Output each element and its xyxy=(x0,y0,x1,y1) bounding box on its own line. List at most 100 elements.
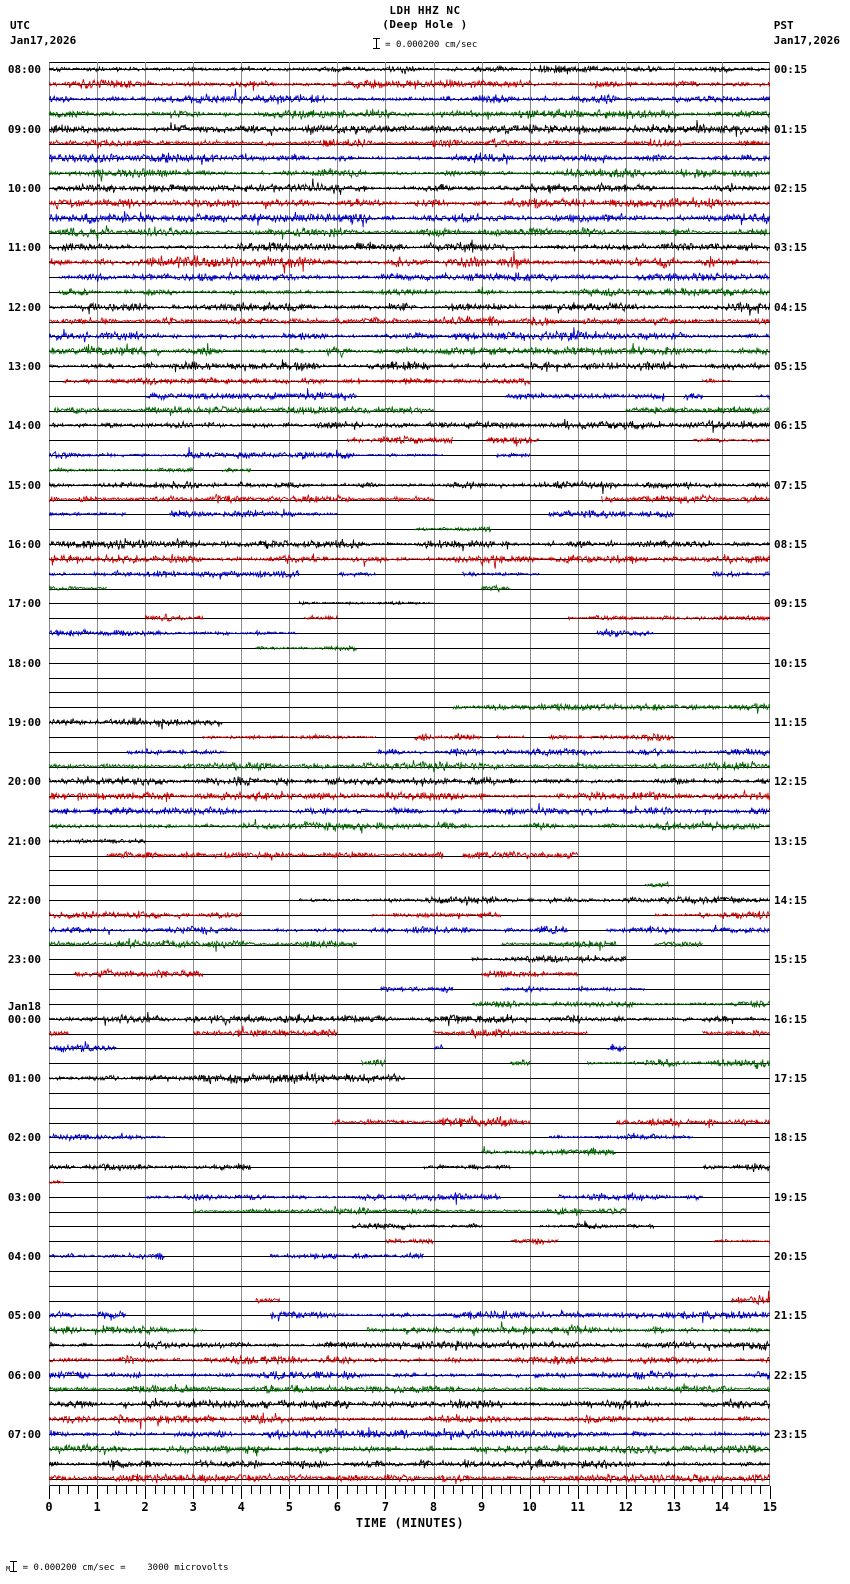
seismic-trace xyxy=(49,500,770,528)
footer-scale-text: = 0.000200 cm/sec = 3000 microvolts xyxy=(22,1563,229,1573)
seismic-trace xyxy=(49,1019,770,1047)
trace-baseline xyxy=(49,618,770,619)
axis-tick-minor xyxy=(375,1486,377,1494)
axis-tick-minor xyxy=(568,1486,570,1494)
trace-baseline xyxy=(49,1390,770,1391)
axis-tick-minor xyxy=(606,1486,608,1494)
axis-tick-label: 10 xyxy=(522,1500,537,1514)
trace-path xyxy=(49,818,770,834)
trace-path xyxy=(49,1383,770,1395)
axis-tick-minor xyxy=(491,1486,493,1494)
minute-gridline xyxy=(289,62,291,1486)
trace-path xyxy=(365,1321,770,1337)
axis-title: TIME (MINUTES) xyxy=(355,1516,465,1530)
seismic-trace xyxy=(49,545,770,573)
trace-baseline xyxy=(49,945,770,946)
trace-path xyxy=(49,585,108,592)
axis-tick-minor xyxy=(731,1486,733,1494)
trace-baseline xyxy=(49,1241,770,1242)
trace-path xyxy=(49,803,770,817)
trace-baseline xyxy=(49,663,770,664)
trace-path xyxy=(255,1297,281,1305)
trace-baseline xyxy=(49,559,770,560)
trace-path xyxy=(702,1163,770,1173)
amplitude-scale-legend: = 0.000200 cm/sec xyxy=(0,38,850,51)
seismic-trace xyxy=(49,738,770,766)
trace-path xyxy=(413,525,492,533)
trace-path xyxy=(433,1044,444,1051)
trace-path xyxy=(49,1442,770,1457)
utc-hour-label: 05:00 xyxy=(7,1309,41,1323)
trace-path xyxy=(49,466,194,473)
footer-scale: M = 0.000200 cm/sec = 3000 microvolts xyxy=(6,1561,229,1575)
seismic-trace xyxy=(49,1005,770,1033)
helicorder-plot[interactable] xyxy=(49,62,770,1486)
axis-tick-minor xyxy=(327,1486,329,1494)
trace-path xyxy=(49,168,770,182)
axis-tick-minor xyxy=(87,1486,89,1494)
pst-hour-label: 01:15 xyxy=(774,122,808,136)
axis-tick-label: 5 xyxy=(285,1500,293,1514)
trace-path xyxy=(49,1472,770,1485)
trace-path xyxy=(221,467,252,473)
axis-tick-label: 12 xyxy=(618,1500,634,1514)
axis-tick-label: 7 xyxy=(381,1500,390,1514)
trace-path xyxy=(255,644,357,652)
trace-path xyxy=(192,1206,627,1217)
axis-tick-minor xyxy=(231,1486,233,1494)
trace-path xyxy=(49,88,770,105)
utc-hour-label: 17:00 xyxy=(7,597,41,611)
axis-tick-major xyxy=(241,1486,243,1499)
trace-path xyxy=(49,776,770,788)
seismic-trace xyxy=(49,990,770,1018)
axis-tick-minor xyxy=(596,1486,598,1494)
trace-path xyxy=(49,1011,770,1026)
axis-tick-minor xyxy=(423,1486,425,1494)
trace-baseline xyxy=(49,1271,770,1272)
trace-baseline xyxy=(49,425,770,426)
seismic-trace xyxy=(49,85,770,113)
seismic-trace xyxy=(49,1168,770,1196)
seismic-trace xyxy=(49,945,770,973)
trace-path xyxy=(49,553,770,569)
seismic-trace xyxy=(49,293,770,321)
trace-baseline xyxy=(49,129,770,130)
trace-path xyxy=(49,537,770,552)
trace-baseline xyxy=(49,1078,770,1079)
trace-baseline xyxy=(49,114,770,115)
axis-tick-label: 11 xyxy=(570,1500,585,1514)
trace-path xyxy=(49,1251,165,1261)
trace-path xyxy=(712,1238,770,1244)
trace-baseline xyxy=(49,470,770,471)
seismic-trace xyxy=(49,1435,770,1463)
seismic-trace xyxy=(49,1242,770,1270)
station-code: LDH HHZ NC xyxy=(389,4,461,17)
minute-gridline xyxy=(529,62,531,1486)
seismic-trace xyxy=(49,604,770,632)
axis-tick-major xyxy=(337,1486,339,1499)
seismic-trace xyxy=(49,382,770,410)
axis-tick-minor xyxy=(645,1486,647,1494)
trace-path xyxy=(500,940,617,952)
trace-path xyxy=(606,924,770,935)
right-timezone-label: PST xyxy=(773,19,794,32)
axis-tick-major xyxy=(145,1486,147,1499)
trace-path xyxy=(505,391,665,402)
station-description: (Deep Hole ) xyxy=(382,18,468,31)
minute-gridline xyxy=(97,62,99,1486)
seismic-trace xyxy=(49,471,770,499)
axis-tick-minor xyxy=(260,1486,262,1494)
utc-hour-label: 02:00 xyxy=(7,1131,41,1145)
axis-tick-minor xyxy=(58,1486,60,1494)
seismic-trace xyxy=(49,1123,770,1151)
seismic-trace xyxy=(49,1331,770,1359)
trace-path xyxy=(72,967,204,979)
axis-tick-label: 8 xyxy=(429,1500,438,1514)
utc-hour-label: 10:00 xyxy=(7,182,41,196)
trace-path xyxy=(413,732,482,742)
pst-hour-label: 13:15 xyxy=(774,834,808,848)
seismic-trace xyxy=(49,916,770,944)
trace-baseline xyxy=(49,1123,770,1124)
trace-baseline xyxy=(49,99,770,100)
minute-gridline xyxy=(625,62,627,1486)
